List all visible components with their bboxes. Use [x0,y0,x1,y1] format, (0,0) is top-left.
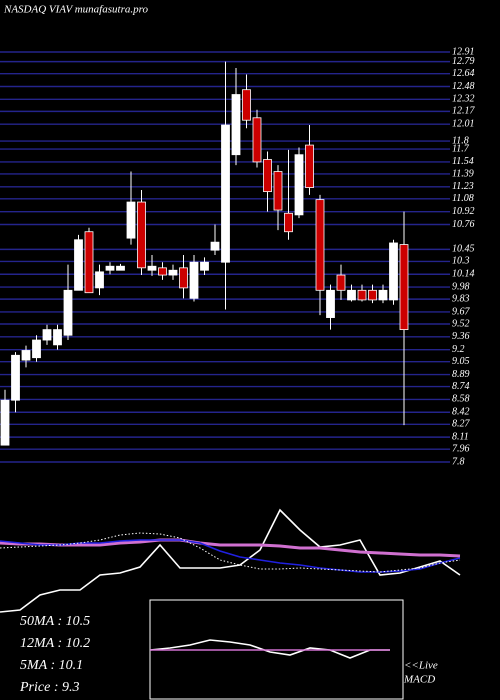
y-tick-label: 10.76 [452,219,475,230]
indicator-line [0,539,461,573]
candle-body [294,154,304,216]
y-tick-label: 10.3 [452,256,470,267]
y-tick-label: 7.96 [452,443,470,454]
candle-body [263,159,272,193]
y-tick-label: 9.05 [452,356,470,367]
y-tick-label: 10.92 [452,206,475,217]
y-tick-label: 11.39 [452,168,474,179]
candle-body [42,329,52,341]
price-label: Price : 9.3 [19,680,79,695]
y-tick-label: 11.08 [452,193,474,204]
y-tick-label: 12.32 [452,94,475,105]
candle-body [200,261,209,271]
chart-title: NASDAQ VIAV munafasutra.pro [3,4,148,16]
candle-body [357,289,367,301]
y-tick-label: 12.64 [452,68,475,79]
y-tick-label: 9.2 [452,344,465,355]
candle-body [168,269,178,276]
macd-label: MACD [403,674,435,686]
candle-body [105,265,115,271]
ma-label: 5MA : 10.1 [20,658,83,673]
y-tick-label: 8.74 [452,381,470,392]
candle-body [399,244,409,331]
candle-body [158,267,167,276]
candle-body [242,89,251,121]
candle-body [231,94,241,156]
candle-body [305,144,314,188]
y-tick-label: 9.83 [452,293,470,304]
ma-label: 12MA : 10.2 [20,636,90,651]
candle-body [252,117,262,163]
y-tick-label: 9.52 [452,318,470,329]
candle-body [347,289,356,301]
candle-body [0,399,10,446]
candle-body [32,339,41,359]
y-tick-label: 11.54 [452,156,474,167]
candle-body [116,265,125,271]
y-tick-label: 10.45 [452,244,475,255]
candle-body [336,274,346,291]
indicator-line [0,508,461,613]
candle-body [126,201,136,239]
candle-body [21,350,31,361]
y-tick-label: 8.58 [452,394,470,405]
candle-body [378,289,388,301]
y-tick-label: 9.36 [452,331,470,342]
y-tick-label: 9.67 [452,306,471,317]
candle-body [74,239,83,291]
ma-label: 50MA : 10.5 [20,614,90,629]
y-tick-label: 9.98 [452,281,470,292]
macd-line [149,639,390,659]
y-tick-label: 12.01 [452,119,475,130]
y-tick-label: 12.91 [452,46,475,57]
candle-body [368,289,377,301]
candle-body [210,241,220,251]
y-tick-label: 10.14 [452,269,475,280]
candle-body [63,289,73,336]
y-tick-label: 8.89 [452,369,470,380]
candle-body [273,171,283,211]
live-label: <<Live [404,660,438,672]
candle-body [189,261,199,299]
y-tick-label: 12.48 [452,81,475,92]
y-tick-label: 12.79 [452,56,475,67]
indicator-line [0,538,461,558]
y-tick-label: 11.8 [452,135,469,146]
y-tick-label: 8.42 [452,407,470,418]
candle-body [389,242,398,301]
y-tick-label: 8.27 [452,419,471,430]
candle-body [84,231,94,294]
candle-body [326,289,335,318]
candle-body [179,267,188,289]
candle-body [95,271,104,289]
y-tick-label: 8.11 [452,431,469,442]
candle-body [53,329,62,346]
candle-body [137,201,146,269]
y-tick-label: 11.7 [452,143,470,154]
y-tick-label: 7.8 [452,456,465,467]
candle-body [11,354,20,401]
candle-body [315,199,325,291]
candle-body [147,265,157,271]
y-tick-label: 12.17 [452,106,476,117]
y-tick-label: 11.23 [452,181,474,192]
candle-body [221,124,230,263]
candle-body [284,212,293,233]
